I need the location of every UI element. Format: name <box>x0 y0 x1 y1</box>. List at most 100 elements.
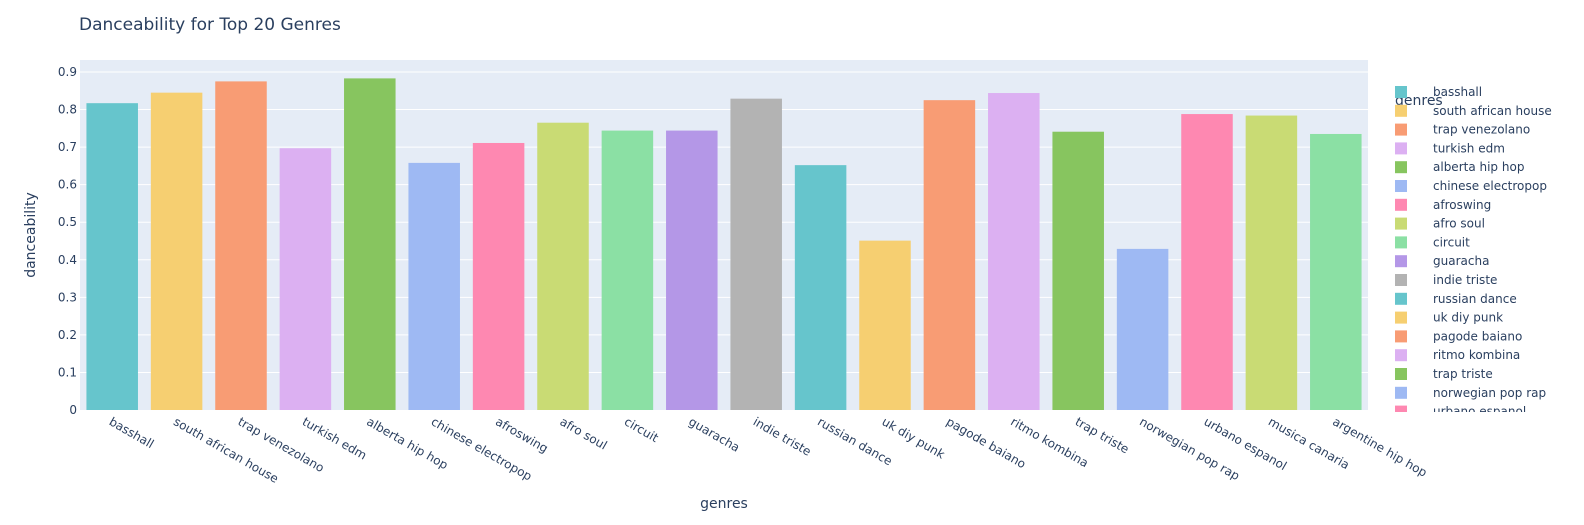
legend-swatch <box>1395 424 1407 436</box>
legend-label: trap venezolano <box>1433 123 1530 137</box>
legend-item[interactable]: urbano espanol <box>1395 405 1526 419</box>
legend-item[interactable]: south african house <box>1395 104 1552 118</box>
legend-item[interactable]: alberta hip hop <box>1395 160 1524 174</box>
bar[interactable] <box>1310 133 1362 410</box>
legend-item[interactable]: chinese electropop <box>1395 179 1547 193</box>
bar[interactable] <box>472 142 525 411</box>
legend-swatch <box>1395 86 1407 98</box>
y-tick-label: 0.1 <box>58 365 77 379</box>
legend-item[interactable]: afro soul <box>1395 217 1485 231</box>
legend-label: pagode baiano <box>1433 329 1522 343</box>
x-tick-label: afro soul <box>558 414 610 452</box>
legend-item[interactable]: trap venezolano <box>1395 123 1530 137</box>
legend-label: afro soul <box>1433 217 1485 231</box>
legend-swatch <box>1395 180 1407 192</box>
legend-item[interactable]: afroswing <box>1395 198 1491 212</box>
bar[interactable] <box>150 92 203 411</box>
y-tick-label: 0.5 <box>58 215 77 229</box>
legend-item[interactable]: turkish edm <box>1395 141 1505 155</box>
legend-item[interactable]: indie triste <box>1395 273 1497 287</box>
y-tick-label: 0.3 <box>58 290 77 304</box>
chart-title: Danceability for Top 20 Genres <box>79 15 341 35</box>
legend-swatch <box>1395 255 1407 268</box>
legend-swatch <box>1395 217 1407 230</box>
legend-swatch <box>1395 368 1407 380</box>
bar[interactable] <box>1052 131 1104 411</box>
x-tick-label: guaracha <box>686 414 742 454</box>
legend-swatch <box>1395 349 1407 362</box>
legend-swatch <box>1395 405 1407 412</box>
legend-label: norwegian pop rap <box>1433 386 1546 400</box>
x-tick-label: circuit <box>622 414 661 445</box>
legend-label: guaracha <box>1433 254 1489 268</box>
x-tick-label: south african house <box>171 414 281 485</box>
legend-item[interactable]: musica canaria <box>1395 423 1524 437</box>
bar[interactable] <box>601 130 654 410</box>
bar[interactable] <box>279 148 332 410</box>
legend[interactable]: basshall south african house trap venezola… <box>1395 85 1552 456</box>
bar[interactable] <box>794 165 847 410</box>
bar[interactable] <box>344 78 396 410</box>
legend-item[interactable]: russian dance <box>1395 292 1517 306</box>
bar[interactable] <box>1116 248 1169 410</box>
legend-label: ritmo kombina <box>1433 348 1520 362</box>
legend-swatch <box>1395 161 1407 174</box>
legend-swatch <box>1395 292 1407 305</box>
legend-swatch <box>1395 104 1407 117</box>
x-tick-label: basshall <box>107 414 157 451</box>
legend-item[interactable]: uk diy punk <box>1395 311 1503 325</box>
bar[interactable] <box>666 130 718 410</box>
bar[interactable] <box>86 103 138 410</box>
legend-label: turkish edm <box>1433 141 1505 155</box>
y-tick-label: 0.7 <box>58 140 77 154</box>
legend-label: musica canaria <box>1433 423 1524 437</box>
bar[interactable] <box>988 93 1040 410</box>
bar[interactable] <box>537 122 589 410</box>
x-tick-label: afroswing <box>493 414 550 455</box>
y-tick-label: 0.2 <box>58 328 77 342</box>
bar[interactable] <box>1181 114 1233 410</box>
bar[interactable] <box>215 81 267 410</box>
bar[interactable] <box>859 240 911 410</box>
legend-label: south african house <box>1433 104 1552 118</box>
bar[interactable] <box>730 98 782 411</box>
plot-area <box>80 60 1368 410</box>
legend-label: argentine hip hop <box>1433 442 1539 456</box>
y-axis-title: danceability <box>23 192 39 278</box>
legend-swatch <box>1395 386 1407 399</box>
y-tick-label: 0.4 <box>58 253 77 267</box>
legend-item[interactable]: trap triste <box>1395 367 1493 381</box>
legend-label: afroswing <box>1433 198 1491 212</box>
legend-swatch <box>1395 123 1407 136</box>
x-tick-label: indie triste <box>751 414 814 458</box>
bar[interactable] <box>1245 115 1298 410</box>
legend-swatch <box>1395 274 1407 286</box>
legend-swatch <box>1395 311 1407 324</box>
legend-item[interactable]: circuit <box>1395 235 1470 249</box>
y-tick-label: 0.8 <box>58 103 77 117</box>
bar[interactable] <box>923 100 976 411</box>
legend-swatch <box>1395 142 1407 155</box>
legend-item[interactable]: norwegian pop rap <box>1395 386 1546 400</box>
y-tick-label: 0.6 <box>58 178 77 192</box>
legend-swatch <box>1395 330 1407 343</box>
legend-item[interactable]: argentine hip hop <box>1395 442 1539 456</box>
legend-item[interactable]: basshall <box>1395 85 1482 99</box>
legend-item[interactable]: guaracha <box>1395 254 1489 268</box>
legend-label: basshall <box>1433 85 1482 99</box>
legend-item[interactable]: ritmo kombina <box>1395 348 1520 362</box>
legend-label: trap triste <box>1433 367 1493 381</box>
legend-label: chinese electropop <box>1433 179 1547 193</box>
legend-label: circuit <box>1433 235 1470 249</box>
legend-item[interactable]: pagode baiano <box>1395 329 1522 343</box>
legend-label: uk diy punk <box>1433 311 1503 325</box>
bar[interactable] <box>408 162 460 410</box>
legend-label: alberta hip hop <box>1433 160 1524 174</box>
legend-swatch <box>1395 236 1407 249</box>
x-axis-title: genres <box>700 496 748 512</box>
y-tick-label: 0.9 <box>58 65 77 79</box>
legend-label: russian dance <box>1433 292 1517 306</box>
legend-label: indie triste <box>1433 273 1497 287</box>
legend-swatch <box>1395 198 1407 211</box>
